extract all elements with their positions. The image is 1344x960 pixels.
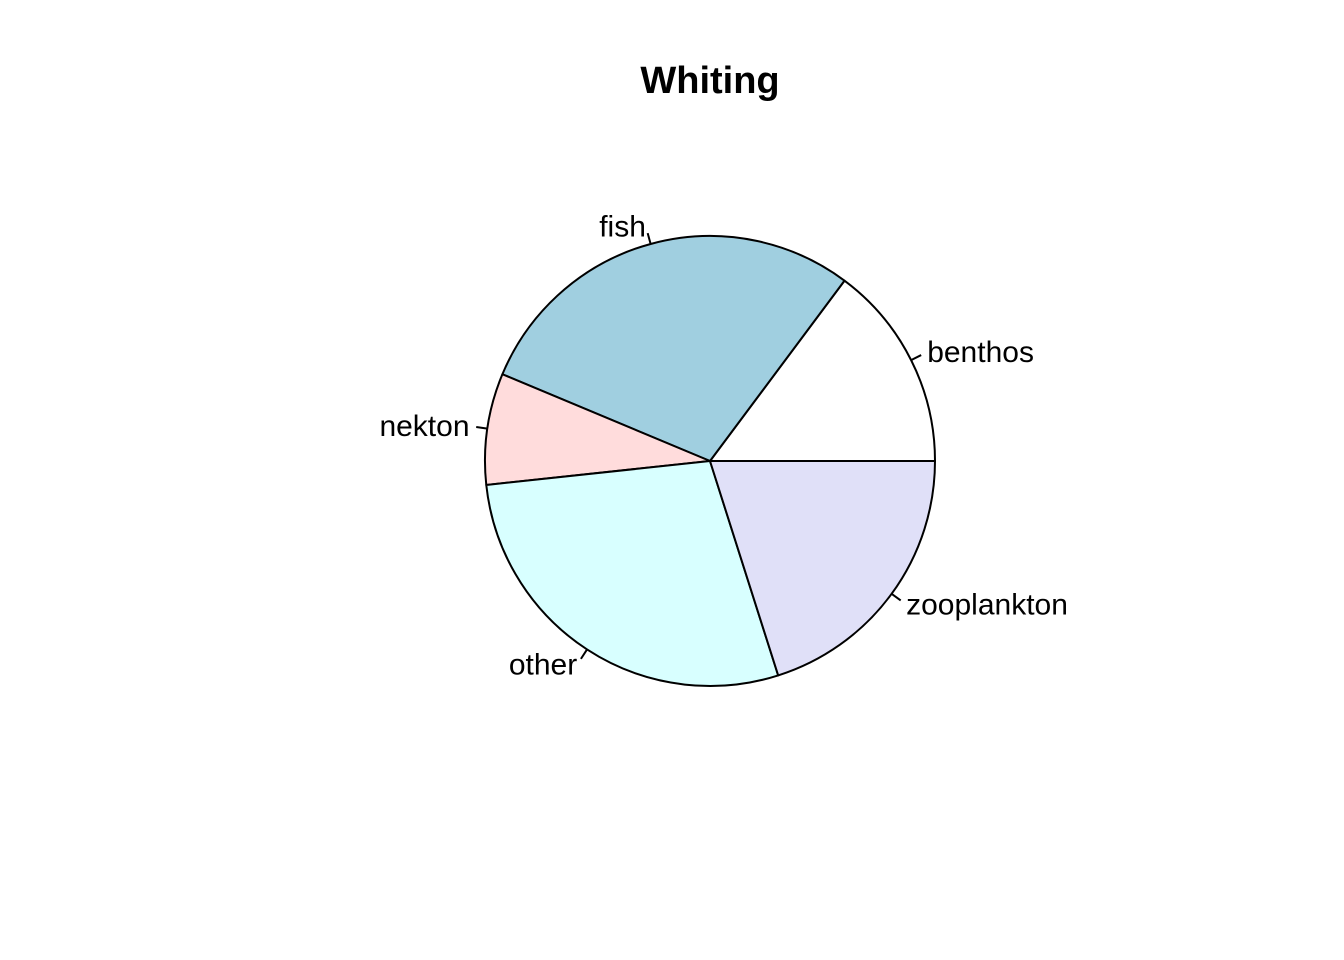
leader-line-benthos [910,354,922,362]
slice-label-nekton: nekton [379,410,469,443]
leader-line-nekton [476,425,488,430]
slice-label-zooplankton: zooplankton [906,588,1068,621]
leader-line-fish [646,232,652,245]
leader-line-other [580,648,588,660]
leader-line-zooplankton [891,593,902,602]
slice-label-other: other [509,649,577,682]
pie-labels: benthos fish nekton other zooplankton [379,211,1067,682]
pie-slice-fish [501,235,846,462]
pie-slice-benthos [709,279,936,462]
pie-slices [484,235,936,687]
slice-label-fish: fish [599,211,646,244]
pie-slice-zooplankton [709,460,936,677]
slice-label-benthos: benthos [927,336,1034,369]
chart-title: Whiting [640,60,779,102]
